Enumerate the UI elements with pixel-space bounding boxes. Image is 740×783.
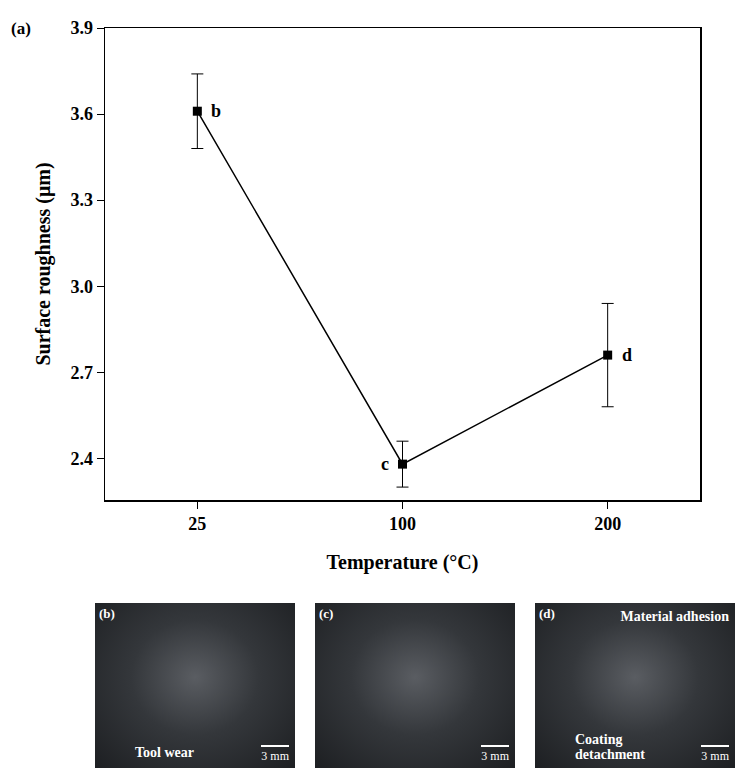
html-text:3 mm: 3 mm [701, 749, 729, 763]
html-text:Coating detachment: Coating detachment [575, 732, 645, 762]
svg-text:d: d [622, 345, 632, 365]
svg-text:200: 200 [594, 514, 621, 534]
svg-text:(a): (a) [11, 19, 31, 38]
html-text:(c): (c) [319, 606, 334, 621]
svg-text:2.4: 2.4 [70, 449, 93, 469]
html-text:(b): (b) [99, 606, 115, 621]
svg-text:Temperature (°C): Temperature (°C) [327, 551, 479, 574]
svg-text:100: 100 [389, 514, 416, 534]
html-text:3 mm: 3 mm [481, 749, 509, 763]
svg-text:c: c [381, 454, 389, 474]
html-text:3 mm: 3 mm [261, 749, 289, 763]
svg-text:3.6: 3.6 [70, 104, 93, 124]
html-text:Tool wear: Tool wear [135, 745, 194, 760]
svg-text:3.0: 3.0 [70, 277, 93, 297]
html-text:(d): (d) [539, 606, 555, 621]
svg-text:2.7: 2.7 [70, 363, 93, 383]
svg-text:Surface roughness (μm): Surface roughness (μm) [32, 162, 55, 365]
svg-text:3.9: 3.9 [70, 18, 93, 38]
svg-text:b: b [211, 101, 221, 121]
svg-text:3.3: 3.3 [70, 190, 93, 210]
svg-text:25: 25 [188, 514, 206, 534]
html-text:Material adhesion: Material adhesion [620, 609, 729, 624]
